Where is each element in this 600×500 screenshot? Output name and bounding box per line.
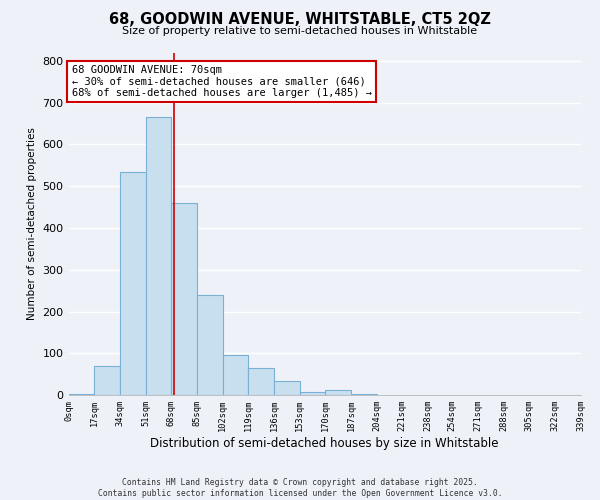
Y-axis label: Number of semi-detached properties: Number of semi-detached properties — [27, 128, 37, 320]
Bar — [351, 394, 377, 395]
Bar — [299, 392, 325, 395]
X-axis label: Distribution of semi-detached houses by size in Whitstable: Distribution of semi-detached houses by … — [150, 437, 499, 450]
Bar — [223, 356, 248, 395]
Text: Contains HM Land Registry data © Crown copyright and database right 2025.
Contai: Contains HM Land Registry data © Crown c… — [98, 478, 502, 498]
Text: Size of property relative to semi-detached houses in Whitstable: Size of property relative to semi-detach… — [122, 26, 478, 36]
Bar — [68, 394, 94, 395]
Text: 68, GOODWIN AVENUE, WHITSTABLE, CT5 2QZ: 68, GOODWIN AVENUE, WHITSTABLE, CT5 2QZ — [109, 12, 491, 28]
Bar — [146, 118, 171, 395]
Bar — [94, 366, 120, 395]
Text: 68 GOODWIN AVENUE: 70sqm
← 30% of semi-detached houses are smaller (646)
68% of : 68 GOODWIN AVENUE: 70sqm ← 30% of semi-d… — [71, 65, 371, 98]
Bar — [274, 382, 299, 395]
Bar — [171, 203, 197, 395]
Bar — [248, 368, 274, 395]
Bar — [197, 295, 223, 395]
Bar — [325, 390, 351, 395]
Bar — [120, 172, 146, 395]
